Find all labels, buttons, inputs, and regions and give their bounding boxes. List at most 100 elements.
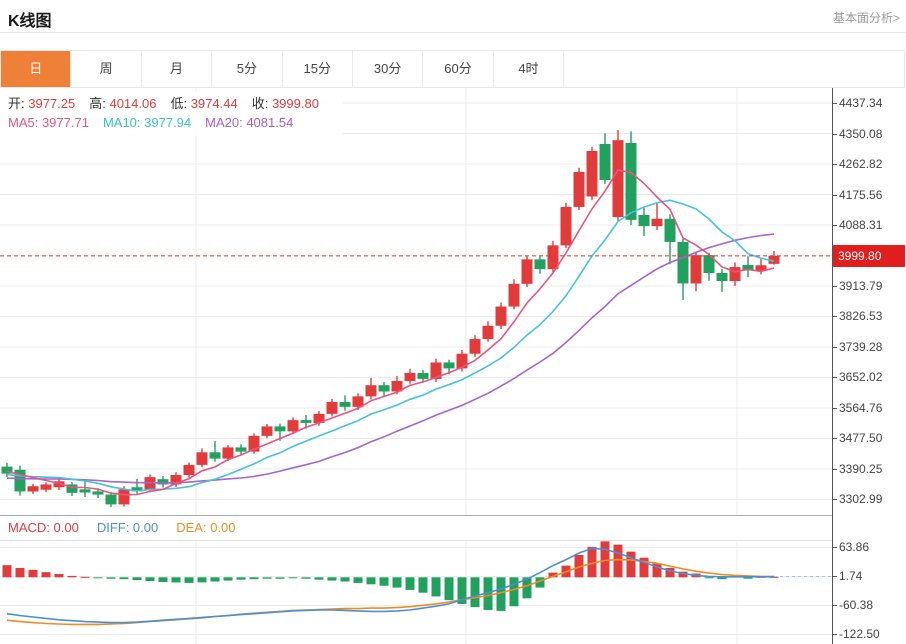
macd-hist-bar — [600, 541, 610, 578]
candle-body — [326, 401, 338, 414]
macd-hist-bar — [28, 569, 38, 578]
candle-body — [742, 264, 754, 271]
candle-body — [703, 255, 715, 273]
candle-body — [170, 475, 182, 485]
price-tick-label: 4175.56 — [832, 187, 883, 202]
ma-row: MA5: 3977.71 MA10: 3977.94 MA20: 4081.54 — [8, 113, 333, 132]
price-tick-label: 4088.31 — [832, 217, 883, 232]
macd-hist-bar — [626, 551, 636, 578]
macd-hist-bar — [444, 577, 454, 601]
macd-hist-bar — [574, 554, 584, 578]
tab-5min[interactable]: 5分 — [212, 51, 283, 87]
candle-body — [53, 481, 65, 488]
macd-hist-bar — [171, 577, 181, 583]
price-tick-label: 3826.53 — [832, 309, 883, 324]
macd-hist-bar — [366, 577, 376, 585]
macd-hist-bar — [379, 577, 389, 586]
macd-value: MACD: 0.00 — [8, 520, 79, 535]
ohlc-row: 开: 3977.25 高: 4014.06 低: 3974.44 收: 3999.80 — [8, 94, 333, 113]
price-tick-label: 3564.76 — [832, 400, 883, 415]
candle-body — [391, 380, 403, 392]
macd-hist-bar — [236, 577, 246, 580]
current-price-badge: 3999.80 — [833, 244, 905, 267]
candle-body — [313, 413, 325, 423]
macd-hist-bar — [535, 577, 545, 588]
candle-body — [521, 259, 533, 284]
macd-hist-bar — [41, 572, 51, 578]
macd-hist-bar — [275, 577, 285, 579]
低-value: 低: 3974.44 — [170, 96, 238, 111]
candle-body — [443, 362, 455, 369]
candle-body — [274, 426, 286, 432]
macd-hist-bar — [392, 577, 402, 588]
macd-hist-bar — [509, 577, 519, 607]
candle-body — [768, 255, 780, 264]
ma5-value: MA5: 3977.71 — [8, 115, 89, 130]
macd-hist-bar — [418, 577, 428, 593]
macd-hist-bar — [587, 546, 597, 578]
candle-body — [66, 484, 78, 493]
tab-weekly[interactable]: 周 — [71, 51, 142, 87]
candle-body — [196, 452, 208, 465]
price-tick-label: 3913.79 — [832, 278, 883, 293]
candle-body — [105, 494, 117, 505]
macd-hist-bar — [301, 577, 311, 579]
fundamental-analysis-link[interactable]: 基本面分析> — [832, 11, 900, 25]
price-tick-label: 3390.25 — [832, 461, 883, 476]
pane-divider — [0, 515, 832, 516]
macd-hist-bar — [678, 571, 688, 578]
macd-hist-bar — [184, 577, 194, 583]
macd-indicator-chart — [0, 540, 832, 644]
macd-values-row: MACD: 0.00 DIFF: 0.00 DEA: 0.00 — [8, 519, 254, 537]
开-value: 开: 3977.25 — [8, 96, 76, 111]
macd-hist-bar — [54, 574, 64, 578]
macd-hist-bar — [704, 577, 714, 579]
candle-body — [235, 447, 247, 452]
macd-hist-bar — [158, 577, 168, 582]
macd-hist-bar — [67, 575, 77, 578]
price-tick-label: 4437.34 — [832, 96, 883, 110]
dea-value: DEA: 0.00 — [176, 520, 236, 535]
tab-30min[interactable]: 30分 — [353, 51, 424, 87]
page-header: K线图 基本面分析> — [0, 0, 906, 33]
candle-body — [482, 325, 494, 340]
price-tick-label: 3477.50 — [832, 431, 883, 446]
macd-hist-bar — [639, 557, 649, 578]
tab-4hour[interactable]: 4时 — [494, 51, 565, 87]
tab-monthly[interactable]: 月 — [142, 51, 213, 87]
candle-body — [352, 396, 364, 407]
ma20-line — [6, 233, 775, 484]
candle-body — [79, 489, 91, 493]
macd-hist-bar — [457, 577, 467, 604]
tab-daily[interactable]: 日 — [1, 51, 72, 87]
candle-body — [534, 259, 546, 270]
macd-hist-bar — [210, 577, 220, 582]
tab-60min[interactable]: 60分 — [423, 51, 494, 87]
candle-body — [716, 272, 728, 282]
candle-body — [339, 401, 351, 407]
macd-hist-bar — [2, 565, 12, 578]
ma20-value: MA20: 4081.54 — [205, 115, 294, 130]
candle-body — [430, 362, 442, 379]
candle-body — [209, 452, 221, 459]
candle-body — [261, 426, 273, 436]
price-tick-label: 4350.08 — [832, 126, 883, 141]
macd-tick-label: 63.86 — [832, 540, 870, 555]
macd-tick-label: -122.50 — [833, 627, 880, 642]
高-value: 高: 4014.06 — [89, 96, 157, 111]
macd-hist-bar — [340, 577, 350, 582]
macd-pane-top-border — [0, 540, 832, 541]
candle-body — [638, 214, 650, 227]
candle-body — [222, 447, 234, 459]
candle-body — [404, 372, 416, 381]
candle-body — [365, 385, 377, 397]
tab-15min[interactable]: 15分 — [283, 51, 353, 87]
macd-hist-bar — [470, 577, 480, 608]
main-candlestick-chart — [0, 88, 832, 515]
收-value: 收: 3999.80 — [251, 96, 319, 111]
macd-hist-bar — [249, 577, 259, 580]
ma10-value: MA10: 3977.94 — [102, 115, 192, 130]
macd-hist-bar — [665, 567, 675, 578]
macd-hist-bar — [613, 544, 623, 578]
candle-body — [300, 420, 312, 423]
